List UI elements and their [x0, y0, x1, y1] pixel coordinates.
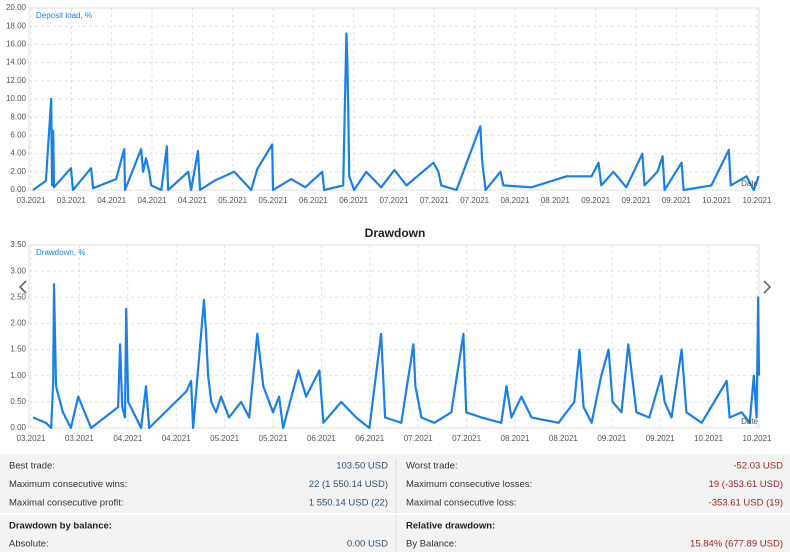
x-tick-label: 05.2021 [210, 434, 239, 443]
stats-panel [0, 454, 790, 552]
data-line [32, 283, 761, 430]
y-tick-label: 0.00 [10, 423, 26, 432]
stat-label: Maximum consecutive losses: [406, 479, 532, 490]
stat-value: 1 550.14 USD (22) [309, 498, 388, 509]
y-tick-label: 0.50 [10, 397, 26, 406]
y-tick-label: 6.00 [10, 131, 26, 140]
stat-label: By Balance: [406, 539, 457, 550]
x-tick-label: 08.2021 [501, 434, 530, 443]
x-tick-label: 08.2021 [549, 434, 578, 443]
stat-value: 19 (-353.61 USD) [709, 479, 783, 490]
stat-value: 15.84% (677.89 USD) [690, 539, 783, 550]
x-tick-label: 04.2021 [113, 434, 142, 443]
x-tick-label: 07.2021 [420, 196, 449, 205]
section-header: Drawdown by balance: [9, 521, 112, 532]
x-tick-label: 08.2021 [541, 196, 570, 205]
x-tick-label: 10.2021 [702, 196, 731, 205]
x-tick-label: 06.2021 [339, 196, 368, 205]
y-tick-label: 12.00 [6, 76, 27, 85]
y-tick-label: 2.00 [10, 167, 26, 176]
stat-value: -52.03 USD [733, 461, 783, 472]
y-tick-label: 1.00 [10, 371, 26, 380]
x-tick-label: 04.2021 [162, 434, 191, 443]
stat-label: Maximum consecutive wins: [9, 479, 127, 490]
chart-title: Drawdown [365, 226, 426, 240]
x-tick-label: 03.2021 [57, 196, 86, 205]
y-tick-label: 1.50 [10, 345, 26, 354]
stat-label: Best trade: [9, 461, 55, 472]
x-tick-label: 05.2021 [259, 196, 288, 205]
y-tick-label: 0.00 [10, 185, 26, 194]
y-tick-label: 18.00 [6, 21, 27, 30]
y-tick-label: 8.00 [10, 112, 26, 121]
plot-area [28, 244, 760, 429]
stat-label: Absolute: [9, 539, 49, 550]
prev-arrow[interactable] [18, 280, 27, 294]
x-axis-label: Date [741, 417, 758, 426]
stat-value: 103.50 USD [336, 461, 388, 472]
x-tick-label: 08.2021 [501, 196, 530, 205]
y-tick-label: 20.00 [6, 3, 27, 12]
stat-label: Maximal consecutive profit: [9, 498, 124, 509]
x-tick-label: 04.2021 [138, 196, 167, 205]
x-tick-label: 04.2021 [97, 196, 126, 205]
x-tick-label: 03.2021 [17, 434, 46, 443]
x-tick-label: 03.2021 [65, 434, 94, 443]
x-tick-label: 09.2021 [646, 434, 675, 443]
x-tick-label: 09.2021 [622, 196, 651, 205]
x-tick-label: 07.2021 [380, 196, 409, 205]
stat-value: 22 (1 550.14 USD) [309, 479, 388, 490]
y-tick-label: 16.00 [6, 40, 27, 49]
series-label: Drawdown, % [36, 248, 85, 257]
y-tick-label: 2.50 [10, 292, 26, 301]
x-tick-label: 09.2021 [597, 434, 626, 443]
y-tick-label: 14.00 [6, 58, 27, 67]
x-tick-label: 10.2021 [694, 434, 723, 443]
stat-label: Maximal consecutive loss: [406, 498, 516, 509]
y-tick-label: 2.00 [10, 319, 26, 328]
x-tick-label: 10.2021 [743, 196, 772, 205]
x-axis-label: Date [741, 179, 758, 188]
y-tick-label: 10.00 [6, 94, 27, 103]
series-label: Deposit load, % [36, 11, 92, 20]
stat-value: 0.00 USD [347, 539, 388, 550]
x-tick-label: 06.2021 [355, 434, 384, 443]
x-tick-label: 09.2021 [581, 196, 610, 205]
stat-label: Worst trade: [406, 461, 458, 472]
x-tick-label: 07.2021 [452, 434, 481, 443]
data-line [32, 32, 760, 192]
x-tick-label: 04.2021 [178, 196, 207, 205]
y-tick-label: 4.00 [10, 149, 26, 158]
next-arrow[interactable] [763, 280, 772, 294]
x-tick-label: 05.2021 [259, 434, 288, 443]
x-tick-label: 03.2021 [17, 196, 46, 205]
x-tick-label: 07.2021 [404, 434, 433, 443]
y-tick-label: 3.00 [10, 266, 26, 275]
stat-value: -353.61 USD (19) [709, 498, 783, 509]
section-header: Relative drawdown: [406, 521, 495, 532]
x-tick-label: 06.2021 [299, 196, 328, 205]
x-tick-label: 06.2021 [307, 434, 336, 443]
y-tick-label: 3.50 [10, 240, 26, 249]
x-tick-label: 09.2021 [662, 196, 691, 205]
x-tick-label: 07.2021 [460, 196, 489, 205]
x-tick-label: 05.2021 [218, 196, 247, 205]
x-tick-label: 10.2021 [743, 434, 772, 443]
